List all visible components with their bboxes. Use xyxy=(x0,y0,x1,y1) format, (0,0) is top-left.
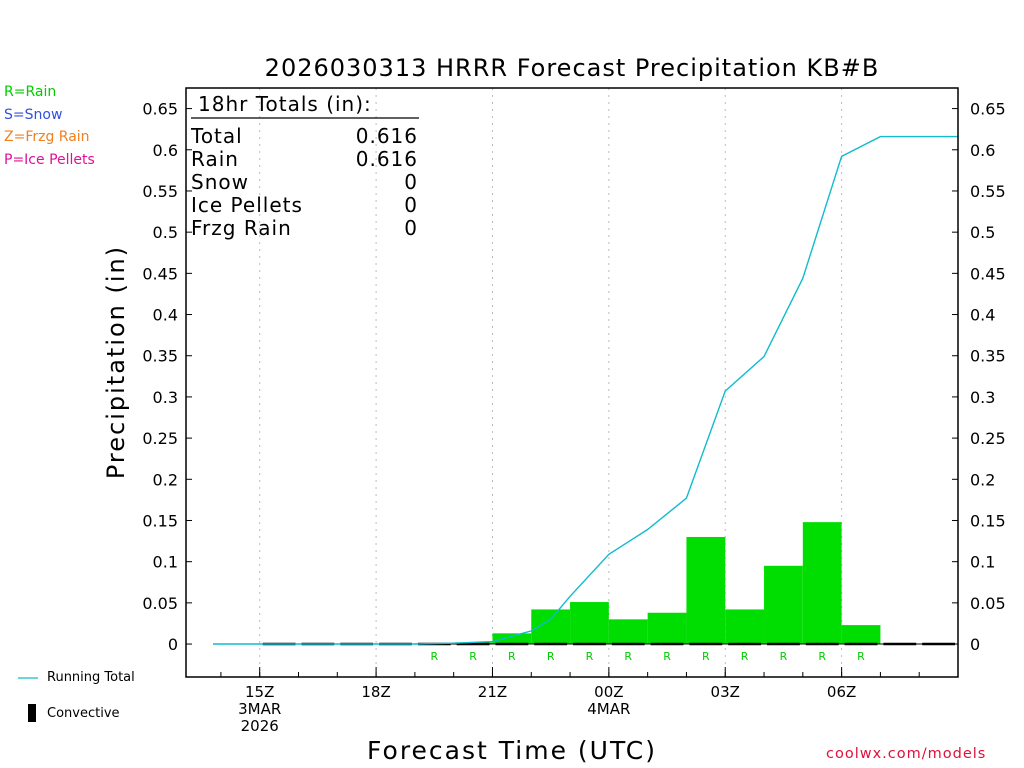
y-tick-label-left: 0.4 xyxy=(153,306,178,325)
ptype-marker: R xyxy=(430,650,438,663)
totals-row-value: 0.616 xyxy=(356,147,418,171)
convective-legend-label: Convective xyxy=(47,706,120,721)
ptype-marker: R xyxy=(663,650,671,663)
y-tick-label-left: 0 xyxy=(168,635,178,654)
ptype-marker: R xyxy=(586,650,594,663)
y-tick-label-left: 0.3 xyxy=(153,388,178,407)
y-tick-label-left: 0.2 xyxy=(153,470,178,489)
y-axis-label: Precipitation (in) xyxy=(102,245,130,479)
totals-row-label: Rain xyxy=(191,147,239,171)
totals-row-label: Snow xyxy=(191,170,249,194)
y-tick-label-right: 0.65 xyxy=(970,100,1006,119)
axis-ticks: 0 00.05 0.050.1 0.10.15 0.150.2 0.20.25 0.250.… xyxy=(142,100,1005,735)
ptype-marker: R xyxy=(818,650,826,663)
x-tick-label: 3MAR xyxy=(238,700,281,718)
y-tick-label-left: 0.1 xyxy=(153,553,178,572)
y-tick-label-right: 0.5 xyxy=(970,223,995,242)
legend-rain: R=Rain xyxy=(4,84,57,100)
ptype-marker: R xyxy=(780,650,788,663)
totals-row-value: 0 xyxy=(404,170,418,194)
precip-bar xyxy=(802,522,842,645)
y-tick-label-left: 0.6 xyxy=(153,141,178,160)
x-axis-label: Forecast Time (UTC) xyxy=(367,736,657,765)
x-tick-label: 15Z xyxy=(245,683,274,701)
credit-link[interactable]: coolwx.com/models xyxy=(826,746,987,762)
precip-bar xyxy=(647,612,687,645)
y-tick-label-left: 0.35 xyxy=(142,347,178,366)
precip-bar xyxy=(841,625,881,645)
convective-legend-swatch xyxy=(28,704,36,722)
y-tick-label-right: 0.05 xyxy=(970,594,1006,613)
y-tick-label-right: 0.6 xyxy=(970,141,995,160)
ptype-legend: R=Rain S=Snow Z=Frzg Rain P=Ice Pellets xyxy=(4,81,95,171)
y-tick-label-right: 0.3 xyxy=(970,388,995,407)
y-tick-label-right: 0.55 xyxy=(970,182,1006,201)
precip-bar xyxy=(764,565,803,645)
y-tick-label-left: 0.15 xyxy=(142,511,178,530)
plot-frame xyxy=(185,87,959,678)
y-tick-label-right: 0.25 xyxy=(970,429,1006,448)
running-total-legend-label: Running Total xyxy=(47,670,135,685)
precip-bar xyxy=(725,609,765,645)
ptype-marker: R xyxy=(469,650,477,663)
precip-bar xyxy=(492,633,532,645)
x-tick-label: 21Z xyxy=(478,683,507,701)
y-tick-label-left: 0.55 xyxy=(142,182,178,201)
y-tick-label-left: 0.25 xyxy=(142,429,178,448)
legend-ice-pellets: P=Ice Pellets xyxy=(4,151,95,168)
y-tick-label-left: 0.05 xyxy=(142,594,178,613)
legend-snow: S=Snow xyxy=(4,106,63,123)
running-total-line xyxy=(213,135,958,645)
totals-row-label: Total xyxy=(190,124,243,148)
totals-row-label: Ice Pellets xyxy=(191,193,303,217)
legend-frzg-rain: Z=Frzg Rain xyxy=(4,129,90,145)
totals-header: 18hr Totals (in): xyxy=(198,92,372,116)
ptype-marker: R xyxy=(508,650,516,663)
precip-bars xyxy=(213,522,958,646)
gridlines xyxy=(259,88,843,677)
totals-row-value: 0 xyxy=(404,216,418,240)
y-tick-label-left: 0.65 xyxy=(142,100,178,119)
y-tick-label-right: 0.2 xyxy=(970,470,995,489)
ptype-marker: R xyxy=(857,650,865,663)
ptype-marker: R xyxy=(741,650,749,663)
axes xyxy=(185,87,959,678)
y-tick-label-right: 0.1 xyxy=(970,553,995,572)
precip-bar xyxy=(608,619,648,645)
y-tick-label-left: 0.45 xyxy=(142,264,178,283)
x-tick-label: 18Z xyxy=(361,683,390,701)
y-tick-label-right: 0.35 xyxy=(970,347,1006,366)
y-tick-label-right: 0.4 xyxy=(970,306,995,325)
totals-row-value: 0 xyxy=(404,193,418,217)
x-tick-label: 2026 xyxy=(241,717,279,735)
y-tick-label-left: 0.5 xyxy=(153,223,178,242)
precip-bar xyxy=(570,602,609,645)
totals-row-label: Frzg Rain xyxy=(191,216,292,240)
chart-title: 2026030313 HRRR Forecast Precipitation K… xyxy=(265,54,880,82)
y-tick-label-right: 0.15 xyxy=(970,511,1006,530)
precip-bar xyxy=(686,536,726,645)
x-tick-label: 00Z xyxy=(594,683,623,701)
x-tick-label: 06Z xyxy=(827,683,856,701)
totals-box: 18hr Totals (in): Total 0.616 Rain 0.616 Snow… xyxy=(190,92,419,240)
y-tick-label-right: 0 xyxy=(970,635,980,654)
x-tick-label: 03Z xyxy=(711,683,740,701)
y-tick-label-right: 0.45 xyxy=(970,264,1006,283)
ptype-marker: R xyxy=(702,650,710,663)
ptype-marker: R xyxy=(547,650,555,663)
ptype-marker: R xyxy=(624,650,632,663)
totals-row-value: 0.616 xyxy=(356,124,418,148)
x-tick-label: 4MAR xyxy=(587,700,630,718)
running-total-series xyxy=(213,135,958,645)
